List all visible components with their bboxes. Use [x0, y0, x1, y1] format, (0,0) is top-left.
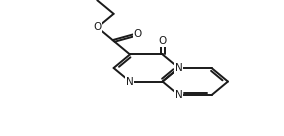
Text: N: N: [126, 77, 134, 86]
Text: O: O: [93, 22, 101, 32]
Text: O: O: [133, 29, 142, 39]
Text: O: O: [158, 36, 167, 46]
Text: N: N: [175, 90, 183, 100]
Text: N: N: [175, 63, 183, 73]
